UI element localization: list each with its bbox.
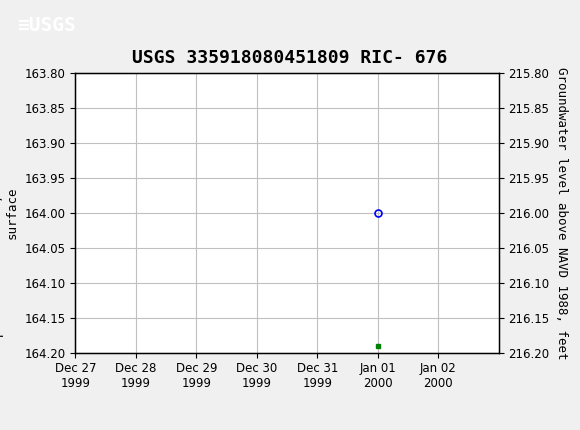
Y-axis label: Depth to water level, feet below land
surface: Depth to water level, feet below land su… [0, 74, 19, 352]
Y-axis label: Groundwater level above NAVD 1988, feet: Groundwater level above NAVD 1988, feet [555, 67, 568, 359]
Text: USGS 335918080451809 RIC- 676: USGS 335918080451809 RIC- 676 [132, 49, 448, 67]
Text: ≡USGS: ≡USGS [17, 16, 76, 35]
